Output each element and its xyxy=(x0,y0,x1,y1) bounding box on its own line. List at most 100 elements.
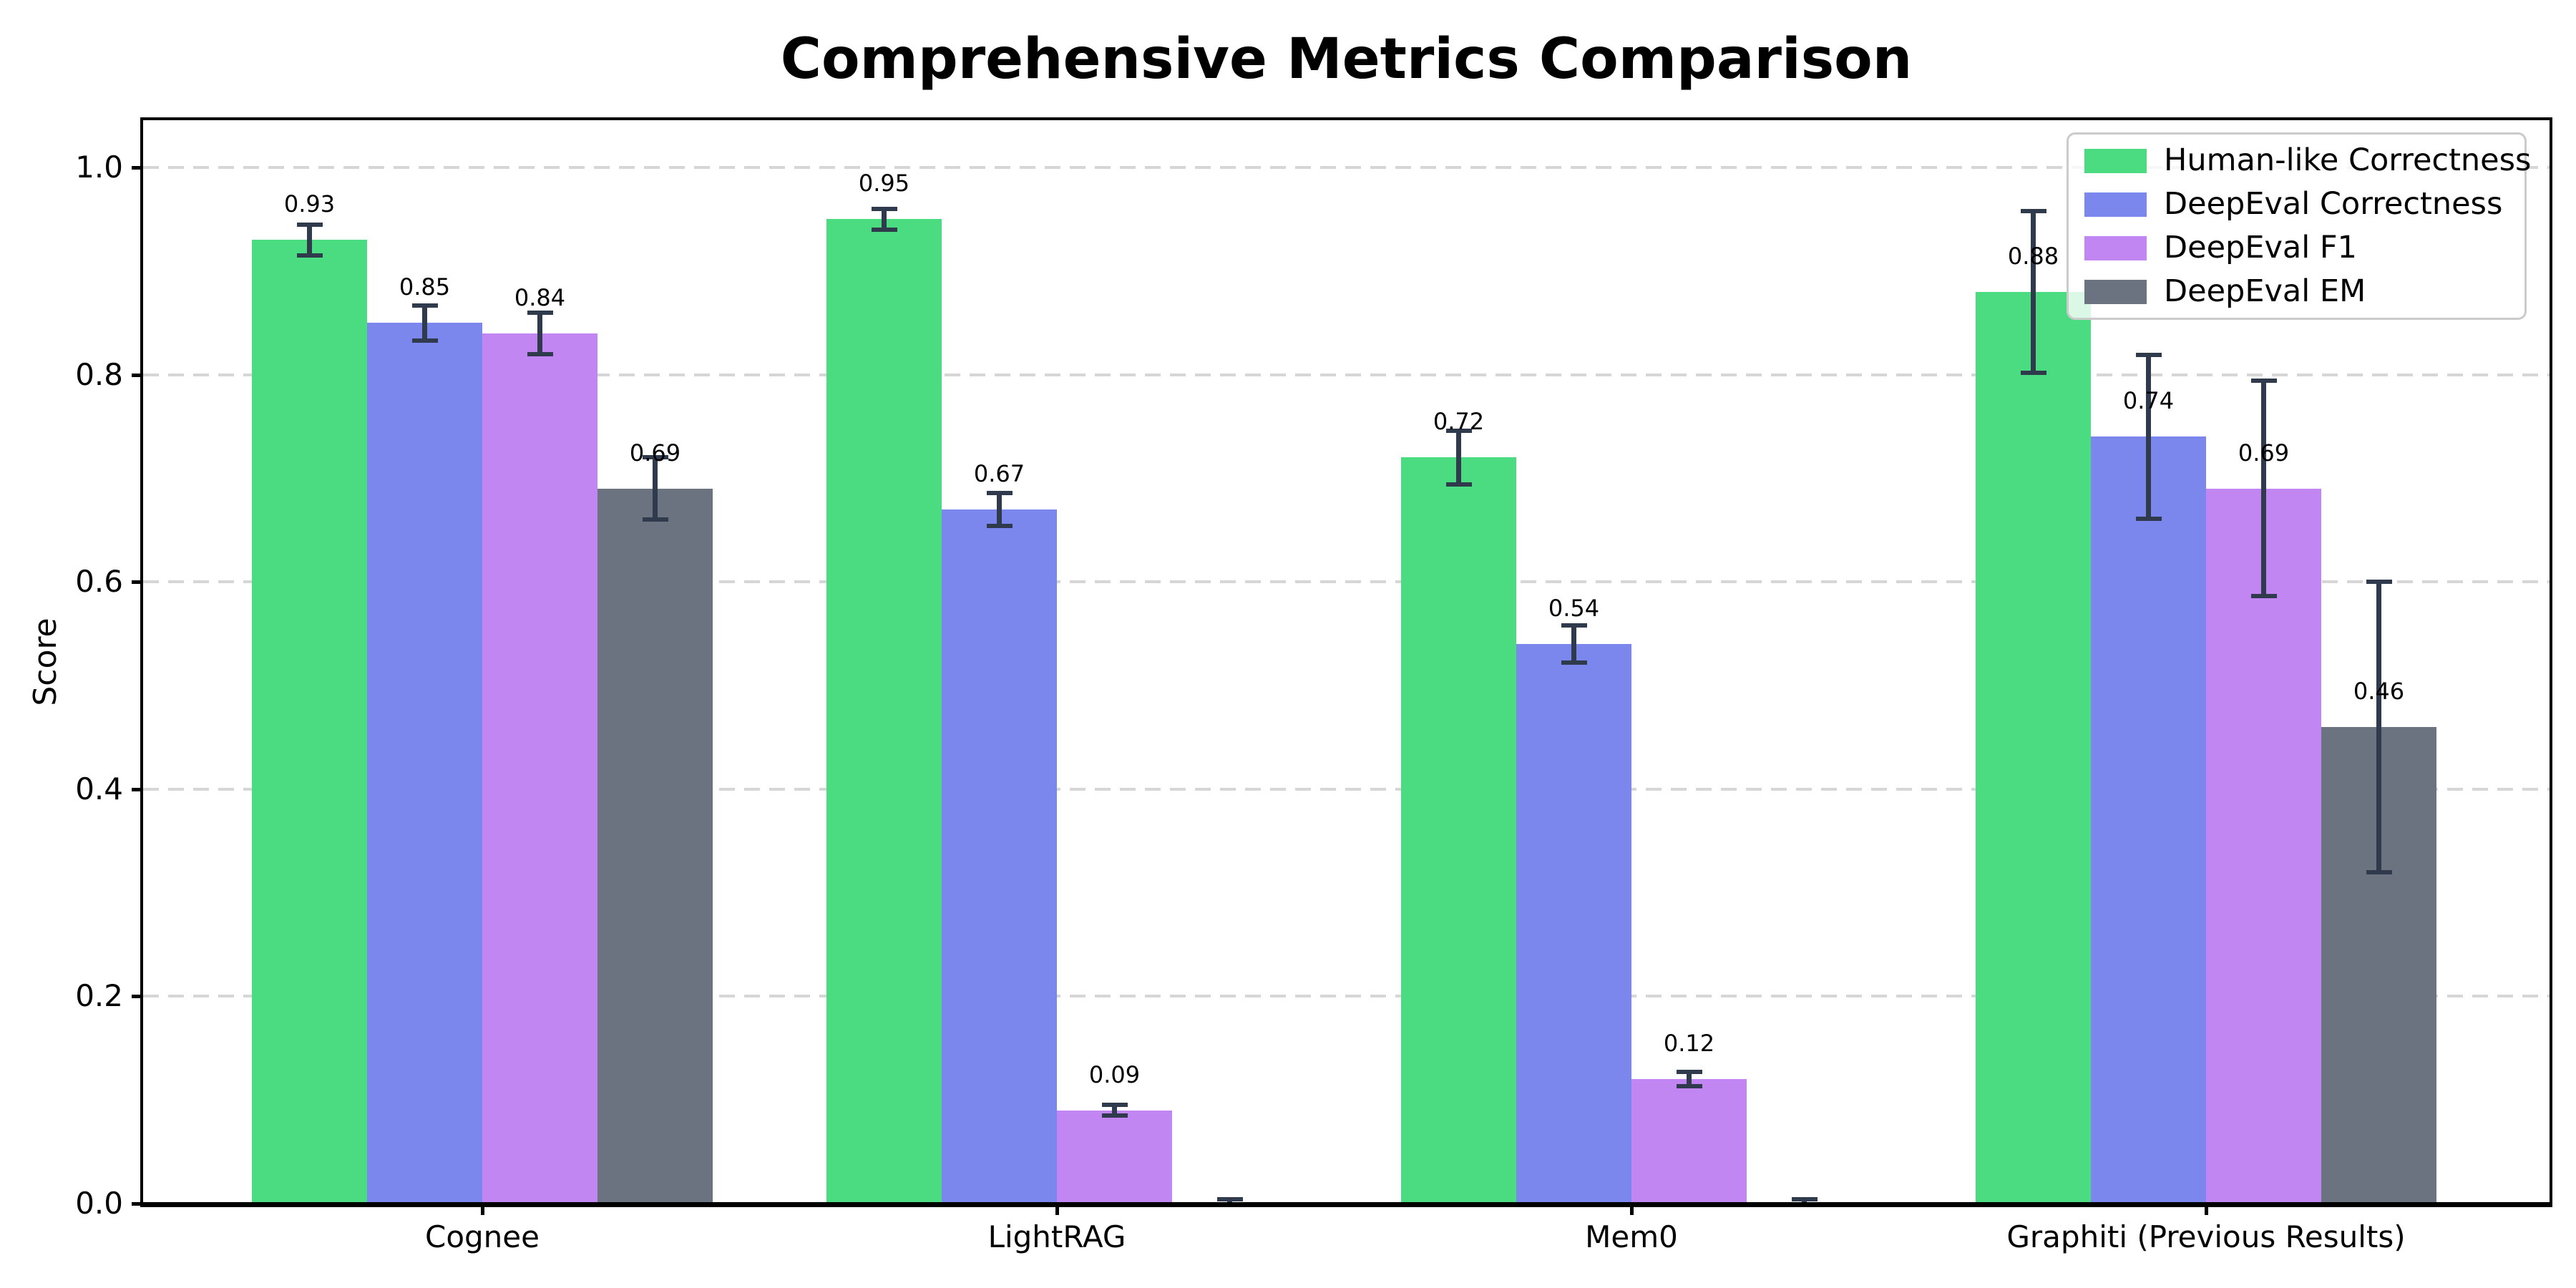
error-bar-graphiti-previous-results-deepeval-correctness xyxy=(2146,355,2151,519)
bar-value-label-lightrag-deepeval-f1: 0.09 xyxy=(1088,1060,1141,1088)
error-cap-top xyxy=(2366,580,2392,585)
error-bar-lightrag-human-like-correctness xyxy=(882,208,887,230)
x-tick-mark-cognee xyxy=(480,1204,484,1215)
y-tick-mark-0.6 xyxy=(132,580,143,585)
chart-title: Comprehensive Metrics Comparison xyxy=(780,27,1913,92)
error-cap-bottom xyxy=(1101,1113,1128,1118)
error-cap-bottom xyxy=(2020,370,2046,375)
x-tick-label-cognee: Cognee xyxy=(425,1219,540,1254)
error-cap-top xyxy=(1561,623,1587,628)
error-cap-bottom xyxy=(2366,869,2392,874)
legend-swatch-deepeval-em xyxy=(2084,279,2147,304)
gridline-y-0.4 xyxy=(143,787,2550,791)
error-bar-lightrag-deepeval-correctness xyxy=(997,492,1002,526)
bar-cognee-deepeval-em xyxy=(597,488,713,1204)
error-cap-top xyxy=(1101,1103,1128,1108)
y-tick-mark-0.8 xyxy=(132,373,143,377)
error-bar-mem0-human-like-correctness xyxy=(1456,430,1461,485)
error-cap-bottom xyxy=(2250,594,2277,599)
bar-value-label-lightrag-deepeval-correctness: 0.67 xyxy=(973,459,1025,487)
bar-value-label-cognee-deepeval-correctness: 0.85 xyxy=(399,273,451,301)
error-bar-lightrag-deepeval-f1 xyxy=(1112,1105,1117,1116)
error-cap-bottom xyxy=(1676,1084,1702,1089)
plot-area: 0.93 0.95 0.72 0.88 0.85 0.67 0.54 0.74 0.84 0.09… xyxy=(143,120,2550,1204)
error-cap-bottom xyxy=(411,338,438,343)
legend: Human-like Correctness DeepEval Correctne… xyxy=(2067,132,2531,320)
legend-label-human-like-correctness: Human-like Correctness xyxy=(2164,142,2532,178)
error-bar-cognee-deepeval-em xyxy=(653,457,658,520)
bar-value-label-mem0-deepeval-f1: 0.12 xyxy=(1663,1030,1715,1058)
error-cap-top xyxy=(2250,379,2277,384)
error-cap-bottom xyxy=(2135,516,2162,521)
y-tick-mark-1.0 xyxy=(132,166,143,170)
bottom-spine xyxy=(140,1202,2552,1207)
error-cap-bottom xyxy=(527,351,553,356)
error-cap-top xyxy=(2135,353,2162,358)
error-bar-cognee-human-like-correctness xyxy=(307,224,312,256)
legend-swatch-human-like-correctness xyxy=(2084,148,2147,173)
error-cap-top xyxy=(642,455,668,460)
error-cap-top xyxy=(871,206,897,211)
error-bar-graphiti-previous-results-human-like-correctness xyxy=(2031,210,2036,373)
bar-lightrag-deepeval-f1 xyxy=(1057,1110,1172,1204)
bar-cognee-human-like-correctness xyxy=(252,240,367,1204)
y-tick-label-0.0: 0.0 xyxy=(75,1186,123,1221)
legend-swatch-deepeval-f1 xyxy=(2084,235,2147,260)
error-cap-top xyxy=(1216,1197,1243,1202)
x-tick-mark-lightrag xyxy=(1055,1204,1059,1215)
bar-graphiti-previous-results-human-like-correctness xyxy=(1976,291,2091,1204)
bar-value-label-cognee-human-like-correctness: 0.93 xyxy=(283,190,336,218)
left-spine xyxy=(140,117,143,1207)
bar-cognee-deepeval-correctness xyxy=(367,323,482,1204)
bar-mem0-deepeval-f1 xyxy=(1631,1079,1747,1204)
error-cap-top xyxy=(1676,1070,1702,1075)
error-cap-top xyxy=(986,490,1013,495)
legend-label-deepeval-em: DeepEval EM xyxy=(2164,273,2366,309)
error-cap-bottom xyxy=(296,253,323,258)
y-tick-label-1.0: 1.0 xyxy=(75,150,123,185)
error-bar-cognee-deepeval-f1 xyxy=(537,312,542,354)
error-bar-cognee-deepeval-correctness xyxy=(422,305,427,341)
legend-item-deepeval-correctness: DeepEval Correctness xyxy=(2084,182,2510,226)
gridline-y-0.2 xyxy=(143,995,2550,998)
error-cap-top xyxy=(1445,428,1472,433)
gridline-y-0.8 xyxy=(143,373,2550,376)
error-bar-graphiti-previous-results-deepeval-f1 xyxy=(2261,381,2266,597)
error-cap-top xyxy=(2020,208,2046,213)
bar-graphiti-previous-results-deepeval-f1 xyxy=(2206,488,2321,1204)
bar-mem0-deepeval-correctness xyxy=(1516,644,1631,1204)
y-tick-mark-0.2 xyxy=(132,995,143,999)
bar-value-label-graphiti-previous-results-human-like-correctness: 0.88 xyxy=(2007,242,2059,270)
x-tick-mark-mem0 xyxy=(1629,1204,1634,1215)
y-axis-label: Score xyxy=(27,618,64,706)
error-cap-bottom xyxy=(1445,482,1472,487)
bar-graphiti-previous-results-deepeval-correctness xyxy=(2091,436,2206,1204)
error-cap-bottom xyxy=(642,517,668,522)
y-tick-label-0.2: 0.2 xyxy=(75,978,123,1014)
y-tick-label-0.6: 0.6 xyxy=(75,564,123,600)
legend-label-deepeval-f1: DeepEval F1 xyxy=(2164,230,2357,265)
gridline-y-0.6 xyxy=(143,580,2550,584)
legend-item-deepeval-em: DeepEval EM xyxy=(2084,270,2510,313)
bar-value-label-graphiti-previous-results-deepeval-em: 0.46 xyxy=(2353,677,2405,705)
y-tick-label-0.4: 0.4 xyxy=(75,771,123,806)
bar-mem0-human-like-correctness xyxy=(1401,457,1516,1204)
error-cap-bottom xyxy=(871,227,897,232)
legend-item-human-like-correctness: Human-like Correctness xyxy=(2084,139,2531,182)
top-spine xyxy=(140,117,2552,120)
bar-value-label-cognee-deepeval-em: 0.69 xyxy=(629,439,681,467)
legend-label-deepeval-correctness: DeepEval Correctness xyxy=(2164,186,2503,222)
x-tick-label-lightrag: LightRAG xyxy=(987,1219,1126,1254)
bar-lightrag-deepeval-correctness xyxy=(942,509,1057,1204)
x-tick-label-graphiti-previous-results: Graphiti (Previous Results) xyxy=(2006,1219,2406,1254)
y-tick-mark-0.4 xyxy=(132,787,143,791)
bar-value-label-lightrag-human-like-correctness: 0.95 xyxy=(858,170,910,197)
error-bar-graphiti-previous-results-deepeval-em xyxy=(2376,582,2381,872)
error-cap-top xyxy=(296,222,323,227)
gridline-y-1 xyxy=(143,166,2550,169)
error-cap-bottom xyxy=(1561,660,1587,665)
legend-swatch-deepeval-correctness xyxy=(2084,192,2147,217)
error-bar-mem0-deepeval-correctness xyxy=(1571,625,1576,663)
bar-value-label-graphiti-previous-results-deepeval-correctness: 0.74 xyxy=(2122,387,2175,415)
